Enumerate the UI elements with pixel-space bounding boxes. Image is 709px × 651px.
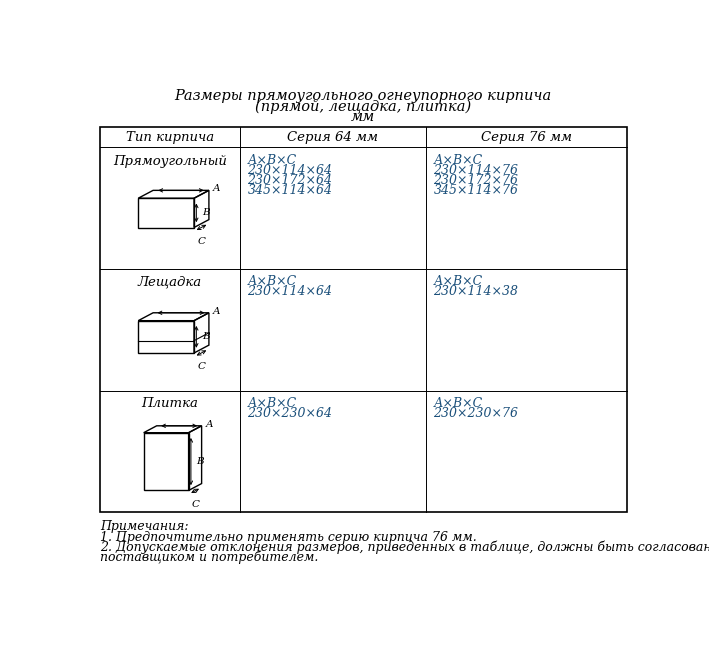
Text: C: C xyxy=(191,500,199,508)
Text: 230×114×64: 230×114×64 xyxy=(247,163,333,176)
Text: Примечания:: Примечания: xyxy=(100,520,189,533)
Text: Серия 76 мм: Серия 76 мм xyxy=(481,130,572,143)
Text: Прямоугольный: Прямоугольный xyxy=(113,155,227,168)
Text: А×В×С: А×В×С xyxy=(247,397,297,410)
Text: 230×114×38: 230×114×38 xyxy=(433,285,518,298)
Text: 345×114×76: 345×114×76 xyxy=(433,184,518,197)
Text: C: C xyxy=(198,362,206,371)
Text: 230×172×64: 230×172×64 xyxy=(247,174,333,187)
Text: A: A xyxy=(213,184,220,193)
Text: Лещадка: Лещадка xyxy=(138,275,202,288)
Text: A: A xyxy=(213,307,220,316)
Text: A: A xyxy=(206,420,213,429)
Text: Плитка: Плитка xyxy=(142,397,199,410)
Text: C: C xyxy=(198,237,206,245)
Text: 230×114×76: 230×114×76 xyxy=(433,163,518,176)
Text: 345×114×64: 345×114×64 xyxy=(247,184,333,197)
Text: 230×114×64: 230×114×64 xyxy=(247,285,333,298)
Text: 230×230×76: 230×230×76 xyxy=(433,407,518,420)
Text: B: B xyxy=(202,333,209,341)
Text: (прямой, лещадка, плитка): (прямой, лещадка, плитка) xyxy=(255,100,471,114)
Text: А×В×С: А×В×С xyxy=(433,397,483,410)
Text: А×В×С: А×В×С xyxy=(247,275,297,288)
Text: 2. Допускаемые отклонения размеров, приведенных в таблице, должны быть согласова: 2. Допускаемые отклонения размеров, прив… xyxy=(100,541,709,555)
Text: мм: мм xyxy=(351,111,375,124)
Text: 230×172×76: 230×172×76 xyxy=(433,174,518,187)
Text: B: B xyxy=(202,208,209,217)
Text: Тип кирпича: Тип кирпича xyxy=(126,130,214,143)
Text: поставщиком и потребителем.: поставщиком и потребителем. xyxy=(100,551,318,564)
Text: B: B xyxy=(196,457,204,466)
Text: Серия 64 мм: Серия 64 мм xyxy=(287,130,378,143)
Text: Размеры прямоугольного огнеупорного кирпича: Размеры прямоугольного огнеупорного кирп… xyxy=(174,89,552,103)
Text: 230×230×64: 230×230×64 xyxy=(247,407,333,420)
Text: 1. Предпочтительно применять серию кирпича 76 мм.: 1. Предпочтительно применять серию кирпи… xyxy=(100,531,477,544)
Text: А×В×С: А×В×С xyxy=(247,154,297,167)
Bar xyxy=(100,127,627,512)
Text: А×В×С: А×В×С xyxy=(433,154,483,167)
Text: А×В×С: А×В×С xyxy=(433,275,483,288)
